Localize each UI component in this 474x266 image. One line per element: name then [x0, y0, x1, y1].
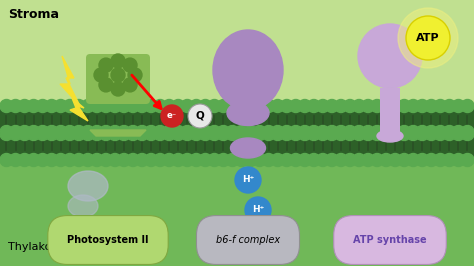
Circle shape — [398, 8, 458, 68]
Circle shape — [91, 127, 103, 140]
Circle shape — [9, 99, 22, 113]
Circle shape — [181, 127, 194, 140]
Circle shape — [307, 126, 320, 139]
Circle shape — [208, 99, 221, 113]
Circle shape — [217, 126, 230, 139]
Circle shape — [262, 126, 275, 139]
Circle shape — [9, 127, 22, 140]
Circle shape — [111, 82, 125, 96]
Circle shape — [434, 99, 447, 113]
Circle shape — [271, 99, 284, 113]
Circle shape — [326, 153, 338, 167]
Polygon shape — [90, 130, 146, 136]
Circle shape — [335, 99, 347, 113]
Circle shape — [217, 127, 230, 140]
Circle shape — [154, 99, 167, 113]
Circle shape — [109, 126, 121, 139]
Circle shape — [298, 153, 311, 167]
Circle shape — [27, 153, 40, 167]
Circle shape — [109, 153, 121, 167]
Circle shape — [136, 126, 148, 139]
Circle shape — [461, 99, 474, 113]
Circle shape — [73, 153, 85, 167]
FancyBboxPatch shape — [0, 158, 474, 266]
Circle shape — [443, 127, 456, 140]
Circle shape — [335, 126, 347, 139]
Circle shape — [94, 68, 108, 82]
Text: H⁺: H⁺ — [252, 206, 264, 214]
Circle shape — [127, 127, 139, 140]
Circle shape — [416, 99, 429, 113]
Circle shape — [128, 68, 142, 82]
Circle shape — [307, 127, 320, 140]
Circle shape — [0, 99, 13, 113]
Circle shape — [145, 126, 158, 139]
Circle shape — [298, 126, 311, 139]
Circle shape — [280, 99, 293, 113]
FancyBboxPatch shape — [0, 108, 474, 130]
Circle shape — [235, 99, 248, 113]
Circle shape — [82, 127, 94, 140]
Circle shape — [262, 153, 275, 167]
Circle shape — [298, 99, 311, 113]
Circle shape — [190, 126, 203, 139]
FancyBboxPatch shape — [86, 54, 150, 104]
Circle shape — [18, 127, 31, 140]
Circle shape — [208, 127, 221, 140]
Circle shape — [335, 127, 347, 140]
Circle shape — [145, 153, 158, 167]
Circle shape — [18, 153, 31, 167]
Circle shape — [118, 127, 130, 140]
Circle shape — [371, 126, 383, 139]
Circle shape — [262, 127, 275, 140]
Circle shape — [443, 126, 456, 139]
Circle shape — [253, 153, 266, 167]
Circle shape — [407, 126, 420, 139]
Circle shape — [63, 153, 76, 167]
Circle shape — [307, 153, 320, 167]
Circle shape — [99, 58, 113, 72]
Circle shape — [190, 99, 203, 113]
Circle shape — [271, 153, 284, 167]
Circle shape — [100, 99, 112, 113]
Circle shape — [289, 99, 302, 113]
Circle shape — [371, 99, 383, 113]
Circle shape — [36, 127, 49, 140]
Circle shape — [452, 153, 465, 167]
Circle shape — [54, 99, 67, 113]
Circle shape — [244, 126, 257, 139]
Circle shape — [172, 126, 185, 139]
Circle shape — [136, 127, 148, 140]
Circle shape — [163, 153, 176, 167]
Circle shape — [398, 153, 411, 167]
Circle shape — [54, 153, 67, 167]
Circle shape — [398, 126, 411, 139]
Circle shape — [63, 127, 76, 140]
Circle shape — [307, 99, 320, 113]
Circle shape — [362, 127, 374, 140]
Circle shape — [63, 99, 76, 113]
Circle shape — [172, 99, 185, 113]
Circle shape — [45, 127, 58, 140]
Circle shape — [298, 127, 311, 140]
Circle shape — [172, 127, 185, 140]
Circle shape — [9, 126, 22, 139]
Circle shape — [289, 153, 302, 167]
Circle shape — [217, 99, 230, 113]
Circle shape — [208, 153, 221, 167]
Circle shape — [82, 153, 94, 167]
FancyBboxPatch shape — [0, 108, 474, 158]
Circle shape — [358, 24, 422, 88]
Text: Photosystem II: Photosystem II — [67, 235, 149, 245]
Circle shape — [100, 126, 112, 139]
Circle shape — [244, 153, 257, 167]
Circle shape — [380, 127, 392, 140]
Circle shape — [344, 99, 356, 113]
Text: Stroma: Stroma — [8, 8, 59, 21]
Circle shape — [316, 127, 329, 140]
Circle shape — [163, 99, 176, 113]
Circle shape — [425, 153, 438, 167]
Circle shape — [73, 127, 85, 140]
Circle shape — [109, 99, 121, 113]
